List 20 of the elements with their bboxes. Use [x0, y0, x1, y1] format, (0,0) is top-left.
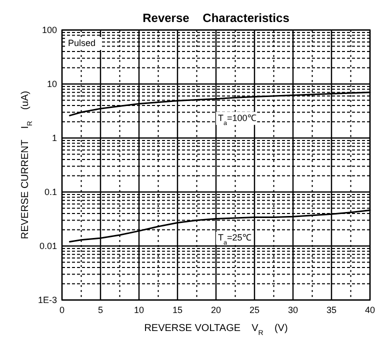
annotation: T$_{a}$=100℃ — [218, 112, 256, 126]
x-tick-label: 35 — [326, 305, 337, 315]
y-tick-label: 1E-3 — [38, 295, 57, 305]
y-tick-label: 10 — [46, 79, 57, 89]
text: REVERSE VOLTAGE V$_{R}$ (V) — [144, 323, 288, 336]
annotation: Pulsed — [68, 38, 96, 48]
chart-title: Reverse Characteristics — [142, 11, 290, 25]
x-tick-label: 0 — [59, 305, 65, 315]
x-tick-label: 30 — [288, 305, 298, 315]
x-tick-label: 25 — [249, 305, 260, 315]
x-tick-label: 15 — [172, 305, 183, 315]
x-tick-label: 40 — [364, 305, 376, 315]
y-tick-label: 1 — [52, 133, 57, 143]
x-tick-label: 5 — [98, 305, 104, 315]
x-tick-label: 20 — [210, 305, 222, 315]
y-tick-label: 100 — [42, 25, 57, 35]
y-tick-label: 0.1 — [44, 187, 57, 197]
y-tick-label: 0.01 — [39, 241, 57, 251]
annotation: T$_{a}$=25℃ — [218, 232, 252, 246]
x-tick-label: 10 — [134, 305, 144, 315]
